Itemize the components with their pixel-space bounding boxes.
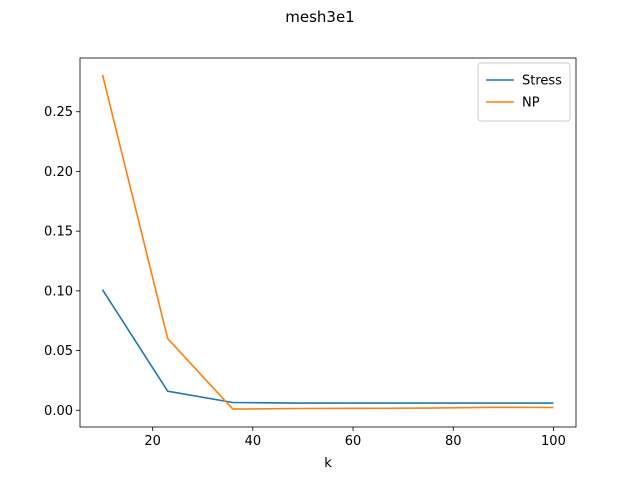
plot-frame	[79, 57, 577, 428]
y-tick-label: 0.05	[44, 344, 73, 359]
series-line-stress	[101, 289, 554, 404]
plot-lines	[101, 74, 554, 410]
chart-title: mesh3e1	[285, 8, 354, 26]
y-tick-label: 0.25	[44, 105, 73, 120]
x-tick-label: 80	[445, 434, 462, 449]
legend-label-np: NP	[522, 96, 540, 111]
legend-label-stress: Stress	[522, 74, 562, 89]
legend-box	[477, 62, 571, 122]
y-tick-label: 0.00	[44, 404, 73, 419]
x-axis: 20 40 60 80 100	[144, 427, 566, 449]
x-axis-label: k	[324, 456, 332, 471]
y-axis: 0.00 0.05 0.10 0.15 0.20 0.25	[44, 105, 80, 419]
series-line-np	[101, 74, 554, 410]
legend: Stress NP	[477, 62, 571, 122]
y-tick-label: 0.15	[44, 225, 73, 240]
x-tick-label: 100	[541, 434, 566, 449]
y-tick-label: 0.20	[44, 165, 73, 180]
x-tick-label: 40	[245, 434, 262, 449]
y-tick-label: 0.10	[44, 284, 73, 299]
x-tick-label: 60	[345, 434, 362, 449]
x-tick-label: 20	[144, 434, 161, 449]
